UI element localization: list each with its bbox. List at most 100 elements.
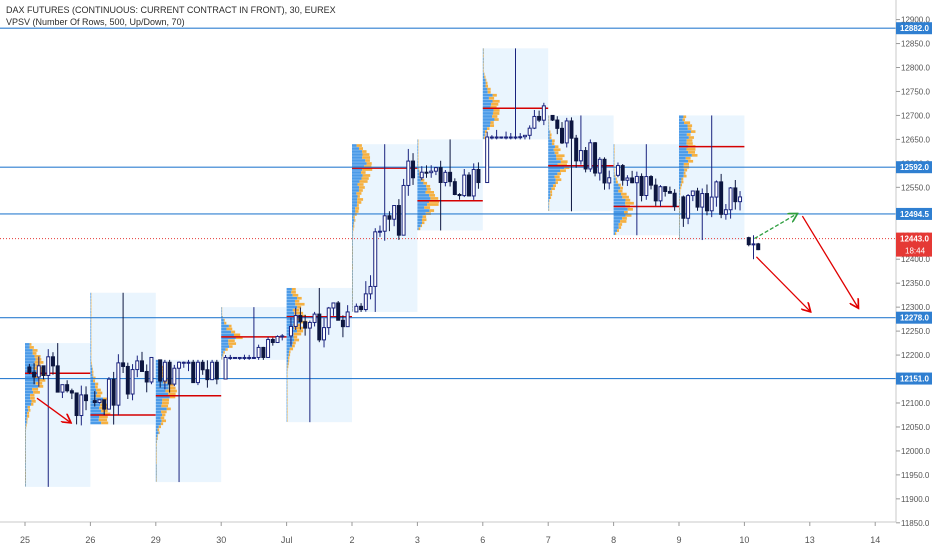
profile-bar-down <box>552 142 554 145</box>
profile-bar-up <box>287 291 292 294</box>
profile-bar-up <box>221 339 228 342</box>
profile-bar-down <box>365 159 370 162</box>
profile-bar-up <box>287 354 289 357</box>
profile-bar-down <box>356 192 361 195</box>
profile-bar-down <box>361 171 366 174</box>
profile-bar-down <box>483 70 484 73</box>
profile-bar-down <box>429 194 435 197</box>
candle-body <box>757 244 760 250</box>
candle-body <box>178 362 181 368</box>
profile-bar-up <box>90 338 91 341</box>
candle-body <box>608 178 611 183</box>
candle-body <box>112 379 115 405</box>
profile-bar-up <box>287 312 295 315</box>
profile-bar-down <box>27 412 29 415</box>
profile-bar-up <box>352 276 353 279</box>
profile-bar-down <box>684 169 687 172</box>
profile-bar-down <box>352 267 353 270</box>
profile-bar-up <box>614 156 615 159</box>
profile-bar-up <box>548 208 549 211</box>
profile-bar-down <box>625 199 630 202</box>
profile-bar-down <box>560 169 566 172</box>
candle-body <box>346 312 349 327</box>
candle-body <box>388 216 391 219</box>
profile-bar-up <box>352 240 353 243</box>
candle-body <box>374 232 377 287</box>
profile-bar-down <box>684 175 687 178</box>
time-tick-label: 29 <box>151 535 161 545</box>
candle-body <box>523 135 526 136</box>
profile-bar-down <box>493 100 500 103</box>
profile-bar-up <box>90 350 91 353</box>
profile-bar-up <box>679 163 684 166</box>
profile-bar-down <box>557 172 561 175</box>
profile-bar-up <box>221 310 222 313</box>
profile-bar-down <box>688 124 693 127</box>
profile-bar-down <box>487 127 489 130</box>
profile-bar-up <box>352 255 353 258</box>
profile-bar-up <box>156 464 157 467</box>
candle-body <box>323 328 326 340</box>
time-tick-label: 9 <box>676 535 681 545</box>
profile-bar-up <box>221 357 222 360</box>
profile-bar-down <box>679 210 680 213</box>
profile-bar-up <box>352 150 362 153</box>
profile-bar-down <box>224 319 225 322</box>
profile-bar-down <box>234 334 240 337</box>
profile-bar-up <box>352 174 363 177</box>
profile-bar-up <box>679 228 680 231</box>
profile-bar-down <box>556 154 565 157</box>
price-tick-label: 12850.0 <box>901 40 930 49</box>
profile-bar-down <box>289 354 290 357</box>
candle-body <box>486 137 489 183</box>
profile-bar-down <box>357 204 359 207</box>
profile-bar-down <box>297 330 303 333</box>
price-tick-label: 11850.0 <box>901 519 930 528</box>
candle-body <box>85 395 88 401</box>
time-tick-label: 13 <box>805 535 815 545</box>
profile-bar-up <box>548 160 561 163</box>
profile-bar-up <box>548 172 557 175</box>
profile-bar-up <box>483 85 486 88</box>
candle-body <box>551 115 554 120</box>
time-tick-label: 7 <box>546 535 551 545</box>
profile-bar-up <box>25 379 38 382</box>
profile-bar-down <box>494 118 498 121</box>
price-tick-label: 12550.0 <box>901 183 930 192</box>
profile-bar-up <box>90 347 91 350</box>
profile-bar-down <box>493 94 497 97</box>
profile-bar-up <box>156 455 157 458</box>
profile-bar-down <box>687 133 691 136</box>
profile-bar-up <box>614 217 623 220</box>
profile-bar-down <box>96 395 101 398</box>
candle-body <box>626 178 629 180</box>
candle-body <box>439 168 442 183</box>
profile-bar-up <box>25 400 32 403</box>
profile-bar-down <box>161 411 167 414</box>
candle-body <box>495 137 498 138</box>
profile-bar-up <box>352 207 355 210</box>
profile-bar-up <box>156 387 169 390</box>
profile-bar-up <box>25 358 35 361</box>
time-tick-label: 6 <box>480 535 485 545</box>
profile-bar-up <box>156 402 162 405</box>
indicator-title: VPSV (Number Of Rows, 500, Up/Down, 70) <box>6 16 336 28</box>
candle-body <box>715 182 718 197</box>
profile-bar-down <box>293 342 296 345</box>
profile-bar-up <box>287 297 298 300</box>
profile-bar-down <box>359 189 363 192</box>
profile-bar-down <box>27 415 29 418</box>
profile-bar-down <box>294 333 301 336</box>
profile-bar-down <box>429 209 434 212</box>
profile-bar-up <box>352 246 353 249</box>
profile-bar-up <box>352 183 357 186</box>
profile-bar-up <box>156 449 157 452</box>
profile-bar-down <box>419 227 421 230</box>
profile-bar-down <box>27 421 28 424</box>
profile-bar-down <box>686 148 695 151</box>
profile-bar-up <box>156 434 158 437</box>
profile-bar-up <box>483 79 486 82</box>
profile-bar-up <box>483 124 490 127</box>
